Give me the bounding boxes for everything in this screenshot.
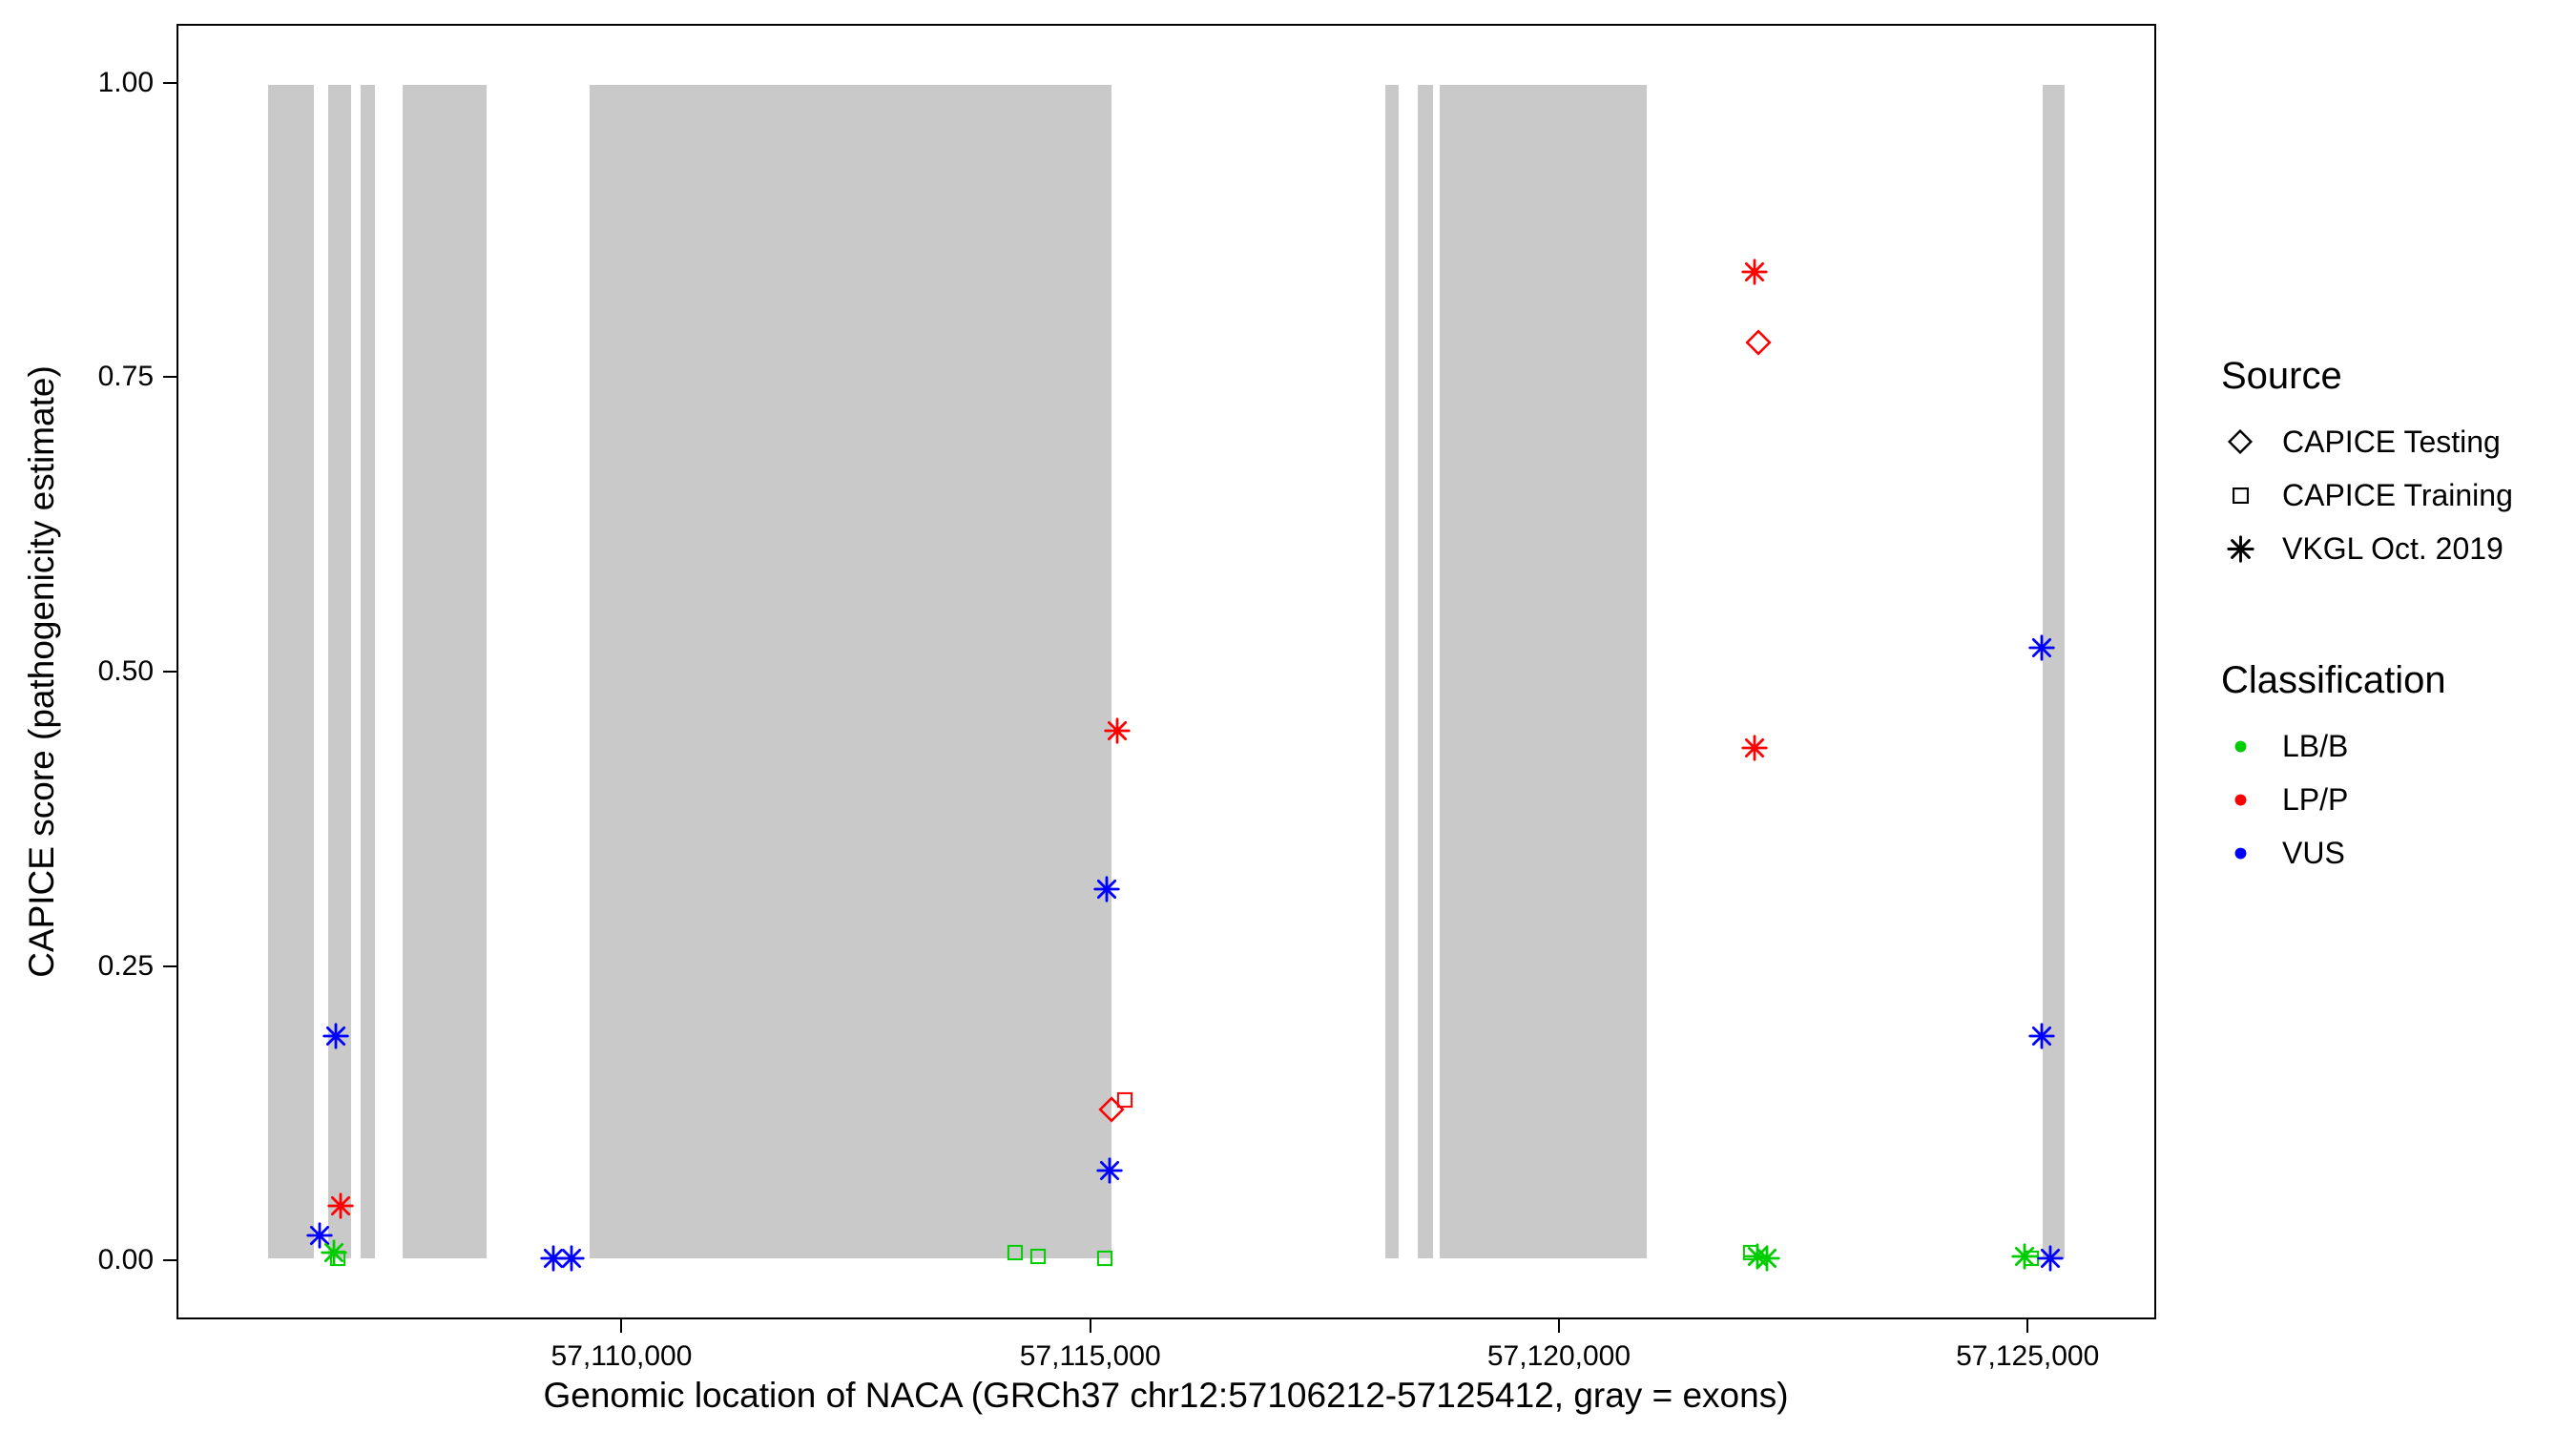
y-axis-tick-label: 0.00 (97, 1244, 154, 1276)
legend-item-asterisk: VKGL Oct. 2019 (2221, 529, 2513, 568)
legend-item-square-label: CAPICE Training (2282, 477, 2513, 512)
legend-item-square: CAPICE Training (2221, 476, 2513, 514)
data-point-asterisk (1104, 716, 1131, 744)
x-axis-tick-label: 57,115,000 (1019, 1340, 1161, 1372)
exon-band (403, 84, 488, 1259)
data-point-asterisk (327, 1192, 355, 1219)
exon-band (590, 84, 1112, 1259)
data-point-asterisk (1741, 735, 1768, 761)
data-point-square (328, 1249, 347, 1268)
data-point-asterisk (2028, 1022, 2055, 1049)
legend-item-square-symbol-icon (2221, 476, 2259, 514)
x-axis-tick-label: 57,120,000 (1486, 1340, 1631, 1372)
data-point-asterisk (557, 1245, 585, 1273)
data-point-square (1028, 1247, 1048, 1266)
y-axis-tick-mark (163, 964, 177, 967)
legend-title-source: Source (2221, 355, 2342, 397)
data-point-square (1095, 1249, 1114, 1268)
data-point-diamond (1098, 1096, 1125, 1123)
legend: Source CAPICE Testing CAPICE Training VKGL… (2221, 355, 2513, 872)
exon-band (1384, 84, 1400, 1259)
data-point-asterisk (1754, 1245, 1780, 1273)
x-axis-tick-mark (1557, 1319, 1560, 1333)
y-axis-tick-mark (163, 671, 177, 673)
legend-item-lb-b-symbol-icon (2221, 727, 2259, 765)
legend-item-lp-p-label: LP/P (2282, 781, 2349, 817)
plot-panel (177, 24, 2156, 1319)
legend-item-vus: VUS (2221, 834, 2513, 872)
data-point-asterisk (1092, 876, 1120, 902)
x-axis-tick-label: 57,125,000 (1956, 1340, 2100, 1372)
exon-band (268, 84, 314, 1259)
x-axis-tick-mark (2026, 1319, 2029, 1333)
data-point-asterisk (306, 1222, 333, 1249)
x-axis-title: Genomic location of NACA (GRCh37 chr12:5… (543, 1376, 1789, 1415)
y-axis-tick-label: 0.75 (97, 361, 154, 393)
data-point-asterisk (322, 1022, 349, 1049)
exon-band (1439, 84, 1648, 1259)
y-axis-tick-label: 1.00 (97, 66, 154, 98)
data-point-asterisk (1096, 1157, 1124, 1184)
y-axis-tick-mark (163, 1259, 177, 1262)
legend-group-classification: Classification LB/B LP/P VUS (2221, 659, 2513, 872)
data-point-square (1115, 1090, 1134, 1110)
legend-item-diamond-symbol-icon (2221, 423, 2259, 461)
legend-item-asterisk-label: VKGL Oct. 2019 (2282, 530, 2503, 566)
y-axis-tick-mark (163, 376, 177, 379)
data-point-asterisk (2028, 634, 2055, 662)
exon-band (361, 84, 375, 1259)
legend-group-source: Source CAPICE Testing CAPICE Training VKGL… (2221, 355, 2513, 568)
legend-item-asterisk-symbol-icon (2221, 529, 2259, 568)
data-point-diamond (1745, 329, 1772, 356)
legend-item-diamond-label: CAPICE Testing (2282, 424, 2501, 459)
legend-source-items: CAPICE Testing CAPICE Training VKGL Oct. 2… (2221, 423, 2513, 568)
exon-band (1418, 84, 1433, 1259)
legend-item-lb-b-label: LB/B (2282, 728, 2349, 763)
exon-band (327, 84, 352, 1259)
exon-band (2043, 84, 2065, 1259)
legend-title-classification: Classification (2221, 659, 2446, 701)
legend-item-lp-p: LP/P (2221, 780, 2513, 819)
x-axis-tick-label: 57,110,000 (551, 1340, 693, 1372)
legend-item-lp-p-symbol-icon (2221, 780, 2259, 819)
data-point-asterisk (1741, 259, 1768, 286)
x-axis-tick-mark (620, 1319, 623, 1333)
y-axis-tick-label: 0.50 (97, 655, 154, 687)
legend-item-vus-symbol-icon (2221, 834, 2259, 872)
x-axis-tick-mark (1089, 1319, 1091, 1333)
legend-item-vus-label: VUS (2282, 835, 2345, 870)
data-point-square (1006, 1243, 1025, 1262)
legend-item-diamond: CAPICE Testing (2221, 423, 2513, 461)
y-axis-tick-label: 0.25 (97, 949, 154, 982)
data-point-asterisk (2037, 1245, 2064, 1273)
y-axis-tick-mark (163, 81, 177, 84)
legend-item-lb-b: LB/B (2221, 727, 2513, 765)
legend-classification-items: LB/B LP/P VUS (2221, 727, 2513, 872)
